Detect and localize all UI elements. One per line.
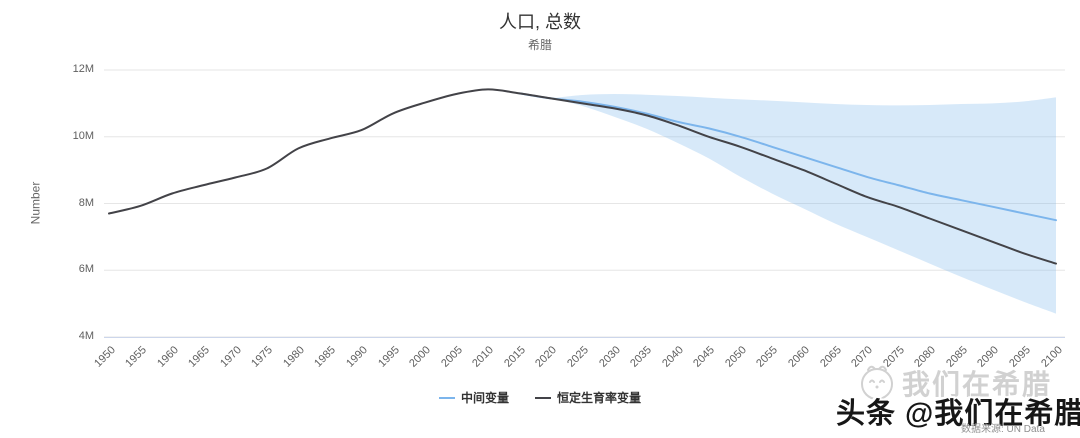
y-tick-label: 8M bbox=[78, 196, 94, 209]
legend-item-medium-variant[interactable]: 中间变量 bbox=[438, 389, 509, 406]
series-line-constant-fertility bbox=[108, 88, 1057, 265]
chart-subtitle: 希腊 bbox=[527, 38, 552, 52]
series-line-medium-variant bbox=[518, 92, 1057, 222]
y-tick-label: 4M bbox=[78, 330, 94, 342]
legend: 中间变量 恒定生育率变量 bbox=[0, 389, 1080, 406]
y-tick-label: 6M bbox=[78, 263, 94, 276]
legend-label-constant-fertility: 恒定生育率变量 bbox=[557, 391, 642, 405]
y-tick-label: 10M bbox=[72, 129, 94, 142]
chart-title: 人口, 总数 bbox=[498, 12, 581, 32]
constant-fertility-line-icon bbox=[535, 396, 551, 399]
y-tick-label: 12M bbox=[72, 63, 94, 75]
legend-label-medium-variant: 中间变量 bbox=[460, 391, 509, 405]
legend-item-constant-fertility[interactable]: 恒定生育率变量 bbox=[535, 389, 641, 406]
confidence-band bbox=[550, 94, 1056, 314]
medium-variant-line-icon bbox=[438, 396, 455, 399]
